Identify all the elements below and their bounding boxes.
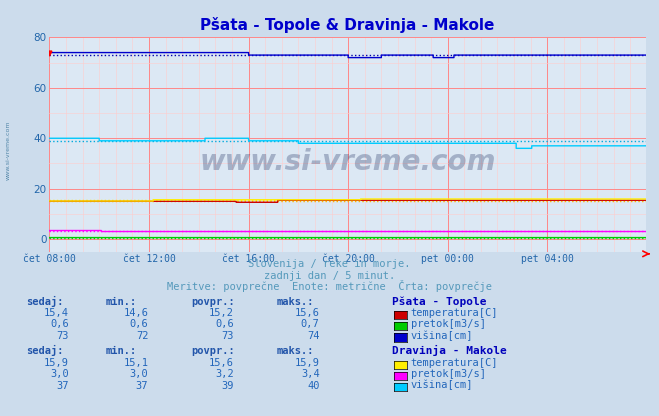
Text: 74: 74	[307, 331, 320, 341]
Text: Dravinja - Makole: Dravinja - Makole	[392, 345, 507, 357]
Text: 15,6: 15,6	[209, 358, 234, 368]
Title: Pšata - Topole & Dravinja - Makole: Pšata - Topole & Dravinja - Makole	[200, 17, 495, 34]
Text: 15,4: 15,4	[44, 308, 69, 318]
Text: sedaj:: sedaj:	[26, 345, 64, 357]
Text: 73: 73	[221, 331, 234, 341]
Text: 3,0: 3,0	[130, 369, 148, 379]
Text: 14,6: 14,6	[123, 308, 148, 318]
Text: 0,7: 0,7	[301, 319, 320, 329]
Text: maks.:: maks.:	[277, 297, 314, 307]
Text: temperatura[C]: temperatura[C]	[411, 308, 498, 318]
Text: maks.:: maks.:	[277, 347, 314, 357]
Text: 15,9: 15,9	[44, 358, 69, 368]
Text: 37: 37	[57, 381, 69, 391]
Text: min.:: min.:	[105, 297, 136, 307]
Text: 3,4: 3,4	[301, 369, 320, 379]
Text: pretok[m3/s]: pretok[m3/s]	[411, 319, 486, 329]
Text: 15,1: 15,1	[123, 358, 148, 368]
Text: www.si-vreme.com: www.si-vreme.com	[6, 120, 11, 180]
Text: 15,6: 15,6	[295, 308, 320, 318]
Text: Pšata - Topole: Pšata - Topole	[392, 296, 486, 307]
Text: temperatura[C]: temperatura[C]	[411, 358, 498, 368]
Text: Meritve: povprečne  Enote: metrične  Črta: povprečje: Meritve: povprečne Enote: metrične Črta:…	[167, 280, 492, 292]
Text: 0,6: 0,6	[51, 319, 69, 329]
Text: višina[cm]: višina[cm]	[411, 330, 473, 341]
Text: 0,6: 0,6	[215, 319, 234, 329]
Text: povpr.:: povpr.:	[191, 347, 235, 357]
Text: min.:: min.:	[105, 347, 136, 357]
Text: 72: 72	[136, 331, 148, 341]
Text: 0,6: 0,6	[130, 319, 148, 329]
Text: povpr.:: povpr.:	[191, 297, 235, 307]
Text: Slovenija / reke in morje.: Slovenija / reke in morje.	[248, 259, 411, 269]
Text: 37: 37	[136, 381, 148, 391]
Text: zadnji dan / 5 minut.: zadnji dan / 5 minut.	[264, 271, 395, 281]
Text: 3,2: 3,2	[215, 369, 234, 379]
Text: 40: 40	[307, 381, 320, 391]
Text: višina[cm]: višina[cm]	[411, 380, 473, 391]
Text: www.si-vreme.com: www.si-vreme.com	[200, 148, 496, 176]
Text: 73: 73	[57, 331, 69, 341]
Text: 39: 39	[221, 381, 234, 391]
Text: pretok[m3/s]: pretok[m3/s]	[411, 369, 486, 379]
Text: 15,2: 15,2	[209, 308, 234, 318]
Text: 15,9: 15,9	[295, 358, 320, 368]
Text: sedaj:: sedaj:	[26, 295, 64, 307]
Text: 3,0: 3,0	[51, 369, 69, 379]
